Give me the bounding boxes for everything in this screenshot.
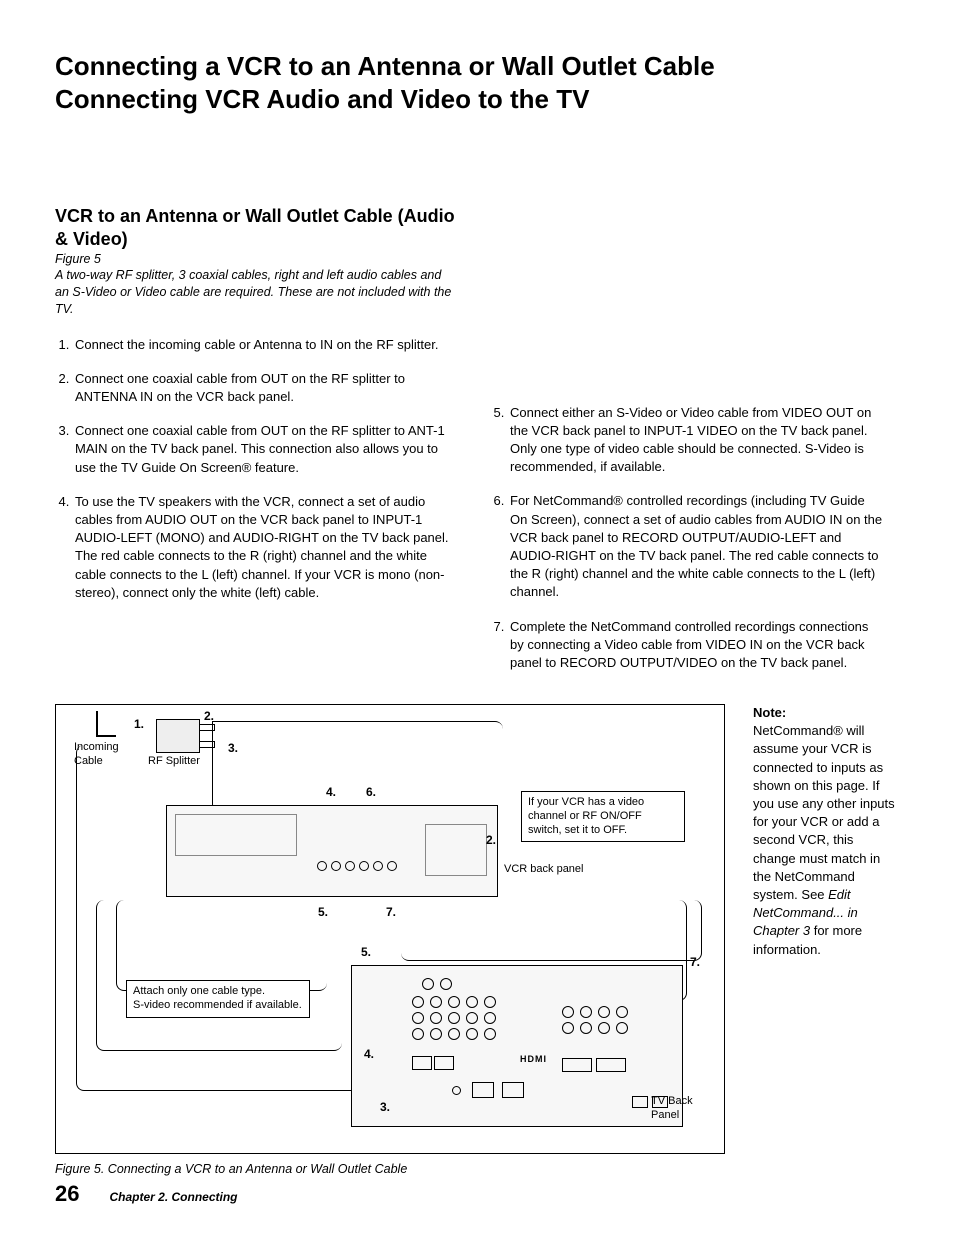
page-title: Connecting a VCR to an Antenna or Wall O… [55,50,899,115]
page-footer: 26 Chapter 2. Connecting [55,1181,238,1207]
step-6: For NetCommand® controlled recordings (i… [508,492,885,601]
step-7: Complete the NetCommand controlled recor… [508,618,885,673]
diagram-num-6a: 6. [366,785,376,800]
step-2: Connect one coaxial cable from OUT on th… [73,370,450,406]
vcr-back-panel [166,805,498,897]
figure-caption: Figure 5. Connecting a VCR to an Antenna… [55,1162,725,1176]
diagram-num-7b: 7. [690,955,700,970]
diagram-num-4a: 4. [326,785,336,800]
page-number: 26 [55,1181,79,1207]
diagram-num-3b: 3. [380,1100,390,1115]
diagram-num-4b: 4. [364,1047,374,1062]
title-line-2: Connecting VCR Audio and Video to the TV [55,83,899,116]
diagram-num-1: 1. [134,717,144,732]
title-line-1: Connecting a VCR to an Antenna or Wall O… [55,50,899,83]
section-heading: VCR to an Antenna or Wall Outlet Cable (… [55,205,455,250]
cable-7 [401,900,702,961]
cable-type-tip: Attach only one cable type. S-video reco… [126,980,310,1018]
tv-back-panel: HDMI [351,965,683,1127]
tv-back-label: TV Back Panel [651,1095,693,1123]
side-note: Note: NetCommand® will assume your VCR i… [753,704,898,1176]
step-3: Connect one coaxial cable from OUT on th… [73,422,450,477]
vcr-back-label: VCR back panel [504,863,584,877]
note-heading: Note: [753,705,786,720]
figure-reference: Figure 5 [55,252,899,266]
lower-section: 1. Incoming Cable 2. 3. RF Splitter 4. 6… [55,704,899,1176]
connection-diagram: 1. Incoming Cable 2. 3. RF Splitter 4. 6… [55,704,725,1154]
right-column: Connect either an S-Video or Video cable… [490,336,885,688]
step-5: Connect either an S-Video or Video cable… [508,404,885,477]
cable-4 [96,900,342,1051]
left-column: Connect the incoming cable or Antenna to… [55,336,450,688]
step-1: Connect the incoming cable or Antenna to… [73,336,450,354]
diagram-num-5b: 5. [361,945,371,960]
step-4: To use the TV speakers with the VCR, con… [73,493,450,602]
intro-note: A two-way RF splitter, 3 coaxial cables,… [55,267,455,318]
chapter-label: Chapter 2. Connecting [109,1190,237,1204]
diagram-num-2b: 2. [486,833,496,848]
note-body-a: NetCommand® will assume your VCR is conn… [753,723,895,902]
antenna-icon [96,711,116,737]
vcr-switch-tip: If your VCR has a video channel or RF ON… [521,791,685,842]
instruction-columns: Connect the incoming cable or Antenna to… [55,336,899,688]
